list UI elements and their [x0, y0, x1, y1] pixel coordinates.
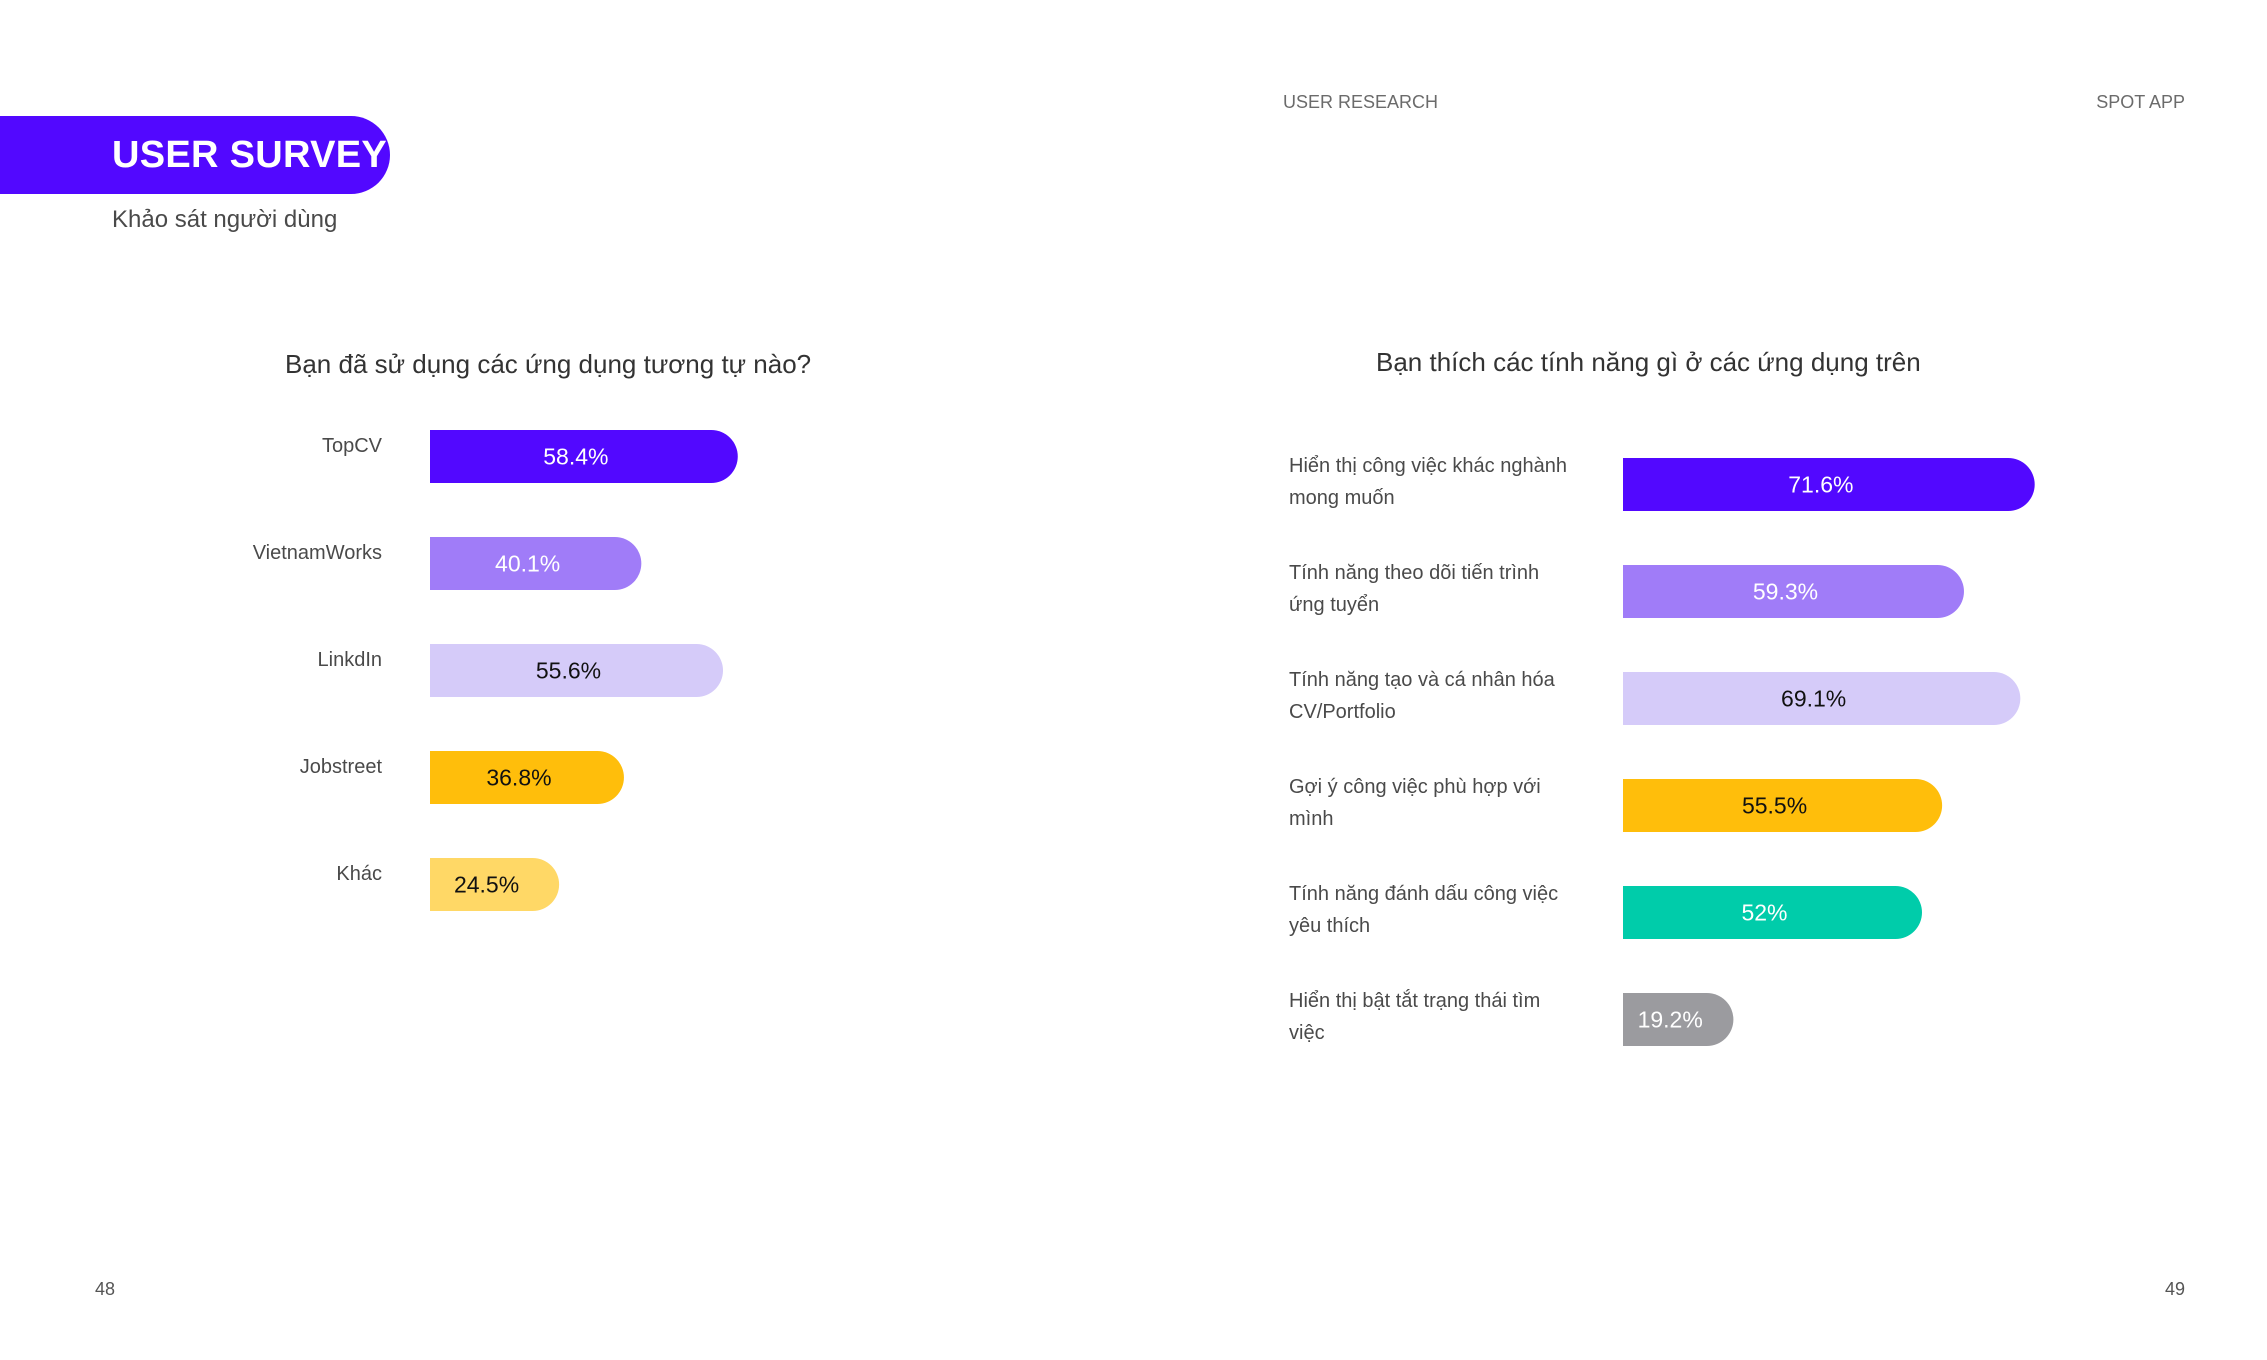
bar-group: Gợi ý công việc phù hợp với mình 55.5% [1289, 776, 1943, 832]
bar [430, 751, 624, 804]
value-label: 58.4% [543, 444, 608, 470]
category-label: Tính năng đánh dấu công việc [1289, 883, 1558, 905]
bar [1623, 672, 2021, 725]
category-label: mong muốn [1289, 487, 1395, 509]
app-label: SPOT APP [2096, 92, 2185, 112]
category-label: CV/Portfolio [1289, 701, 1396, 723]
bar-group: Tính năng theo dõi tiến trình ứng tuyển 59… [1289, 562, 1964, 618]
bar-group: VietnamWorks 40.1% [253, 537, 642, 590]
bar-group: Jobstreet 36.8% [300, 751, 624, 804]
bar-group: Tính năng tạo và cá nhân hóa CV/Portfolio… [1289, 669, 2021, 725]
category-label: Khác [336, 863, 382, 885]
bar-group: LinkdIn 55.6% [318, 644, 724, 697]
value-label: 19.2% [1638, 1007, 1703, 1033]
section-label: USER RESEARCH [1283, 92, 1439, 112]
category-label: VietnamWorks [253, 542, 382, 564]
category-label: ứng tuyển [1289, 594, 1379, 616]
category-label: Jobstreet [300, 756, 383, 778]
category-label: việc [1289, 1022, 1325, 1044]
chart-1-title: Bạn đã sử dụng các ứng dụng tương tự nào… [285, 349, 812, 379]
category-label: Tính năng tạo và cá nhân hóa [1289, 669, 1556, 691]
bar [1623, 779, 1943, 832]
value-label: 71.6% [1788, 472, 1853, 498]
value-label: 55.5% [1742, 793, 1807, 819]
category-label: yêu thích [1289, 915, 1370, 937]
page-number-right: 49 [2164, 1279, 2185, 1299]
page-title: USER SURVEY [112, 134, 388, 176]
bar [1623, 993, 1734, 1046]
value-label: 40.1% [495, 551, 560, 577]
value-label: 24.5% [454, 872, 519, 898]
bar [430, 644, 724, 697]
bar [1623, 886, 1923, 939]
header-pill [0, 116, 390, 194]
bar [430, 537, 642, 590]
bar-group: Tính năng đánh dấu công việc yêu thích 52% [1289, 883, 1923, 939]
bar-group: Hiển thị bật tắt trạng thái tìm việc 19.2% [1289, 989, 1734, 1046]
value-label: 55.6% [536, 658, 601, 684]
category-label: Tính năng theo dõi tiến trình [1289, 562, 1539, 584]
bar [430, 858, 560, 911]
bar-group: Hiển thị công việc khác nghành mong muốn 7… [1289, 455, 2035, 511]
bar-group: Khác 24.5% [336, 858, 560, 911]
bar [1623, 565, 1964, 618]
page-subtitle: Khảo sát người dùng [112, 206, 338, 233]
bar-group: TopCV 58.4% [322, 430, 738, 483]
category-label: Hiển thị công việc khác nghành [1289, 455, 1567, 477]
value-label: 59.3% [1753, 579, 1818, 605]
bar [1623, 458, 2035, 511]
value-label: 52% [1741, 900, 1787, 926]
chart-2-title: Bạn thích các tính năng gì ở các ứng dụn… [1376, 347, 1921, 377]
category-label: TopCV [322, 435, 383, 457]
category-label: LinkdIn [318, 649, 383, 671]
value-label: 36.8% [486, 765, 551, 791]
category-label: Gợi ý công việc phù hợp với [1289, 776, 1541, 798]
category-label: mình [1289, 808, 1333, 830]
category-label: Hiển thị bật tắt trạng thái tìm [1289, 989, 1540, 1012]
bar [430, 430, 738, 483]
page-number-left: 48 [95, 1279, 116, 1299]
value-label: 69.1% [1781, 686, 1846, 712]
